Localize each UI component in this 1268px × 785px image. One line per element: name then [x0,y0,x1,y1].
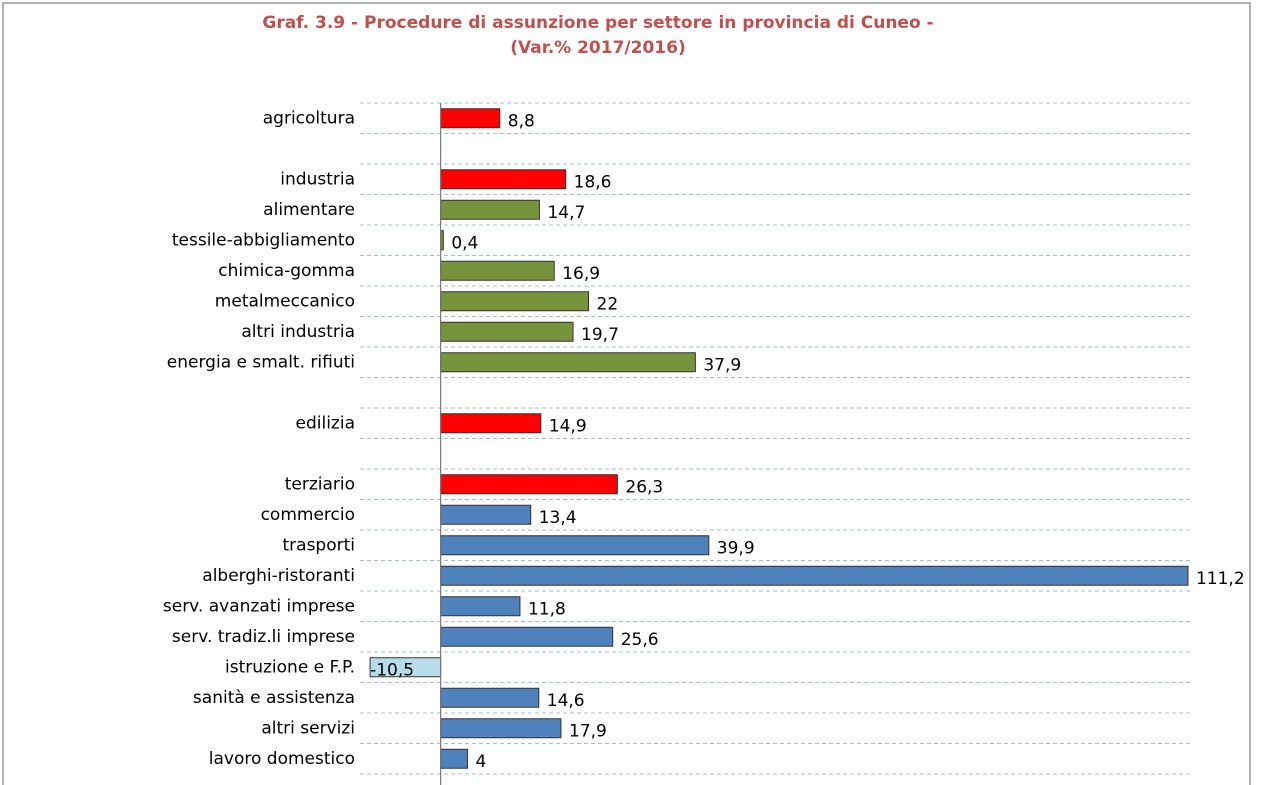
data-label: 8,8 [508,111,535,131]
bar [440,718,562,739]
bar [440,321,574,342]
data-label: 0,4 [451,233,478,253]
chart-title: Graf. 3.9 - Procedure di assunzione per … [262,13,933,33]
bar [440,565,1189,586]
bar [440,291,590,312]
category-label: istruzione e F.P. [225,657,355,677]
data-label: 39,9 [717,538,755,558]
category-label: metalmeccanico [215,291,355,311]
data-label: 18,6 [574,172,612,192]
category-label: sanità e assistenza [193,688,355,708]
data-label: 111,2 [1196,569,1245,589]
data-label: 14,6 [547,691,585,711]
category-label: alberghi-ristoranti [202,566,355,586]
bar [440,352,696,373]
data-label: 16,9 [562,264,600,284]
category-label: serv. tradiz.li imprese [172,627,355,647]
data-label: 11,8 [528,599,566,619]
chart-title: (Var.% 2017/2016) [510,38,685,58]
bar [440,108,501,129]
data-label: 19,7 [581,325,619,345]
bar [440,504,532,525]
data-label: 13,4 [539,508,577,528]
bar [440,687,540,708]
category-label: chimica-gomma [218,261,355,281]
category-label: lavoro domestico [209,749,355,769]
data-label: 26,3 [625,477,663,497]
data-label: 17,9 [569,721,607,741]
bar [440,626,614,647]
data-label: -10,5 [370,660,414,680]
bar [440,260,555,281]
category-label: terziario [285,474,355,494]
category-label: trasporti [283,535,356,555]
category-label: energia e smalt. rifiuti [167,352,355,372]
bar [440,535,710,556]
data-label: 14,7 [547,203,585,223]
data-label: 25,6 [621,630,659,650]
data-label: 37,9 [703,355,741,375]
data-label: 22 [597,294,619,314]
data-label: 4 [476,752,487,772]
category-label: serv. avanzati imprese [163,596,355,616]
bar [440,199,540,220]
category-label: edilizia [296,413,355,433]
bar [440,169,567,190]
category-label: alimentare [263,200,355,220]
category-label: altri industria [241,322,355,342]
data-label: 14,9 [549,416,587,436]
category-label: industria [280,169,355,189]
bar [440,748,469,769]
bar [440,413,542,434]
category-label: agricoltura [263,108,355,128]
category-label: commercio [261,505,355,525]
category-label: tessile-abbigliamento [172,230,355,250]
category-label: altri servizi [261,718,355,738]
bar [440,474,618,495]
bar [440,596,521,617]
